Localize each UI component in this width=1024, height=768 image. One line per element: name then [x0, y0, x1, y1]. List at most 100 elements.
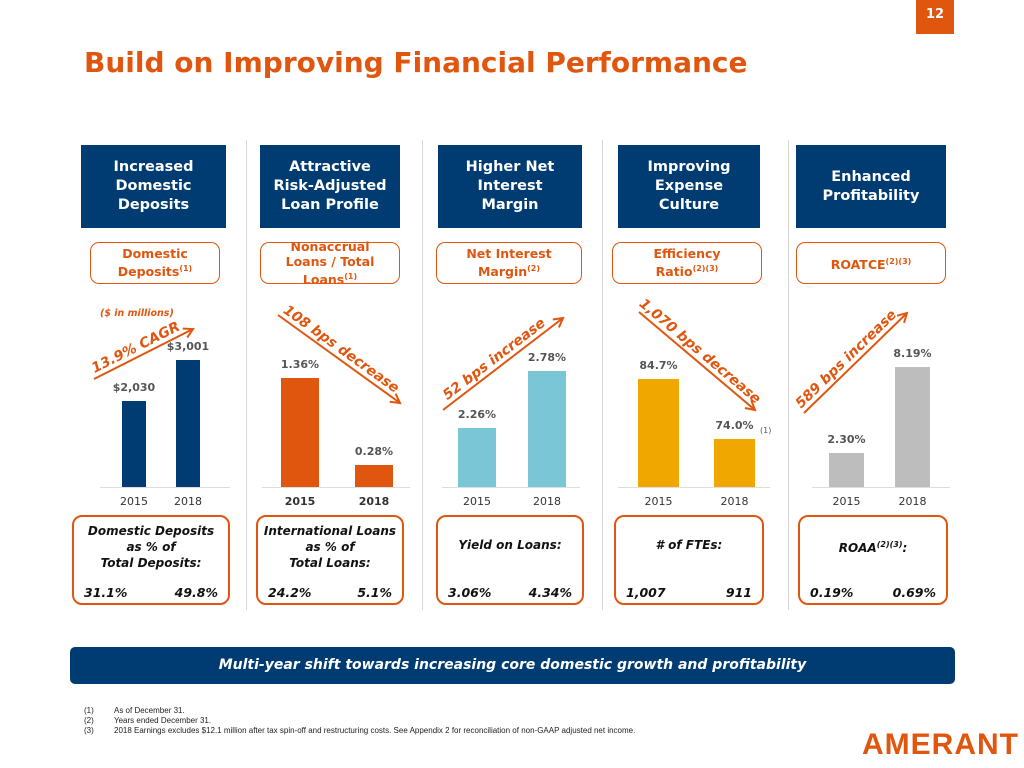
divider [602, 140, 603, 610]
metric-name: Net Interest Margin [466, 246, 552, 280]
trend-annotation: 13.9% CAGR [89, 319, 183, 377]
bar-2018 [895, 367, 930, 487]
data-label: 8.19% [893, 347, 932, 361]
bar-2018 [355, 464, 393, 487]
bar-2015 [281, 378, 319, 487]
value-2015: 24.2% [268, 585, 312, 600]
comparison-label: ROAA(2)(3): [800, 537, 946, 556]
arrow-line [442, 317, 564, 411]
value-2018: 4.34% [528, 585, 572, 600]
value-2018: 911 [725, 585, 752, 600]
footnote-number: (3) [84, 726, 94, 735]
chart-axis [618, 487, 770, 488]
comparison-box: International Loans as % of Total Loans:… [256, 515, 404, 605]
metric-name: ROATCE [830, 257, 886, 273]
trend-annotation: 1,070 bps decrease [636, 296, 764, 408]
year-label: 2018 [720, 495, 749, 508]
chart-axis [100, 487, 230, 488]
units-note: ($ in millions) [100, 308, 174, 319]
data-label: 1.36% [280, 358, 320, 372]
value-2015: 3.06% [448, 585, 492, 600]
summary-banner: Multi-year shift towards increasing core… [70, 647, 955, 684]
trend-arrow: 108 bps decrease [277, 302, 402, 405]
trend-arrow: 589 bps increase [793, 307, 909, 414]
divider [422, 140, 423, 610]
footnote-number: (1) [84, 706, 94, 715]
year-label: 2015 [832, 495, 861, 508]
metric-footnote: (1) [344, 271, 358, 281]
arrow-head-icon [552, 316, 565, 328]
footnote: (1) As of December 31. [84, 706, 185, 715]
metric-name: Efficiency Ratio [653, 246, 721, 280]
value-2018: 0.69% [892, 585, 936, 600]
value-2015: 0.19% [810, 585, 854, 600]
bar-2015 [458, 427, 496, 487]
footnote-text: Years ended December 31. [114, 716, 212, 725]
metric-footnote: (2)(3) [885, 256, 912, 266]
column-header: Enhanced Profitability [796, 145, 946, 228]
comparison-label-text: International Loans as % of Total Loans: [263, 524, 397, 570]
column-header: Increased Domestic Deposits [81, 145, 226, 228]
column-header: Attractive Risk-Adjusted Loan Profile [260, 145, 400, 228]
trend-annotation: 52 bps increase [440, 315, 548, 403]
bar-2018 [714, 438, 755, 487]
value-footnote: (1) [760, 426, 772, 435]
trend-arrow: 1,070 bps decrease [636, 296, 764, 412]
data-label: 2.26% [457, 407, 497, 421]
comparison-label: International Loans as % of Total Loans: [258, 523, 402, 571]
year-label: 2018 [358, 495, 390, 508]
column-header: Higher Net Interest Margin [438, 145, 582, 228]
year-label: 2015 [120, 495, 148, 508]
metric-footnote: (2)(3) [692, 264, 719, 274]
data-label: 0.28% [354, 444, 394, 458]
divider [788, 140, 789, 610]
footnote-number: (2) [84, 716, 94, 725]
arrow-line [277, 314, 401, 404]
comparison-label: Domestic Deposits as % of Total Deposits… [74, 523, 228, 571]
page-number: 12 [916, 0, 954, 34]
data-label: 74.0% [715, 418, 754, 432]
arrow-line [638, 311, 756, 411]
metric-name: Nonaccrual Loans / Total Loans [285, 238, 375, 288]
footnote-text: 2018 Earnings excludes $12.1 million aft… [114, 726, 636, 735]
metric-label: ROATCE(2)(3) [796, 242, 946, 284]
chart-axis [812, 487, 950, 488]
year-label: 2018 [533, 495, 561, 508]
bar-2015 [638, 378, 679, 487]
trend-arrow: 13.9% CAGR [89, 319, 195, 380]
bar-2018 [176, 359, 200, 487]
arrow-line [93, 328, 194, 380]
chart-axis [262, 487, 410, 488]
comparison-box: Yield on Loans: 3.06% 4.34% [436, 515, 584, 605]
arrow-head-icon [896, 311, 909, 324]
footnote: (2) Years ended December 31. [84, 716, 211, 725]
bar-2018 [528, 370, 566, 487]
comparison-label-text: ROAA [838, 541, 877, 555]
year-label: 2015 [284, 495, 316, 508]
comparison-label: Yield on Loans: [438, 537, 582, 553]
arrow-head-icon [182, 327, 195, 339]
comparison-box: ROAA(2)(3): 0.19% 0.69% [798, 515, 948, 605]
data-label: 2.30% [827, 433, 866, 447]
bar-2015 [829, 453, 864, 487]
bar-2015 [122, 400, 146, 487]
data-label: 84.7% [639, 358, 678, 372]
amerant-logo: AMERANT [862, 728, 1019, 761]
label-suffix: : [902, 541, 908, 555]
metric-footnote: (2) [527, 264, 541, 274]
value-2015: 31.1% [84, 585, 128, 600]
arrow-line [803, 312, 908, 414]
metric-name: Domestic Deposits [117, 246, 188, 280]
metric-footnote: (1) [179, 264, 193, 274]
chart-axis [442, 487, 580, 488]
trend-arrow: 52 bps increase [440, 315, 565, 411]
comparison-label-text: Domestic Deposits as % of Total Deposits… [87, 524, 215, 570]
comparison-label-text: Yield on Loans: [458, 538, 562, 552]
footnote-text: As of December 31. [114, 706, 185, 715]
metric-label: Net Interest Margin(2) [436, 242, 582, 284]
data-label: $3,001 [166, 339, 210, 353]
label-footnote: (2)(3) [876, 540, 903, 549]
metric-label: Efficiency Ratio(2)(3) [612, 242, 762, 284]
comparison-box: # of FTEs: 1,007 911 [614, 515, 764, 605]
comparison-label-text: # of FTEs: [655, 538, 723, 552]
